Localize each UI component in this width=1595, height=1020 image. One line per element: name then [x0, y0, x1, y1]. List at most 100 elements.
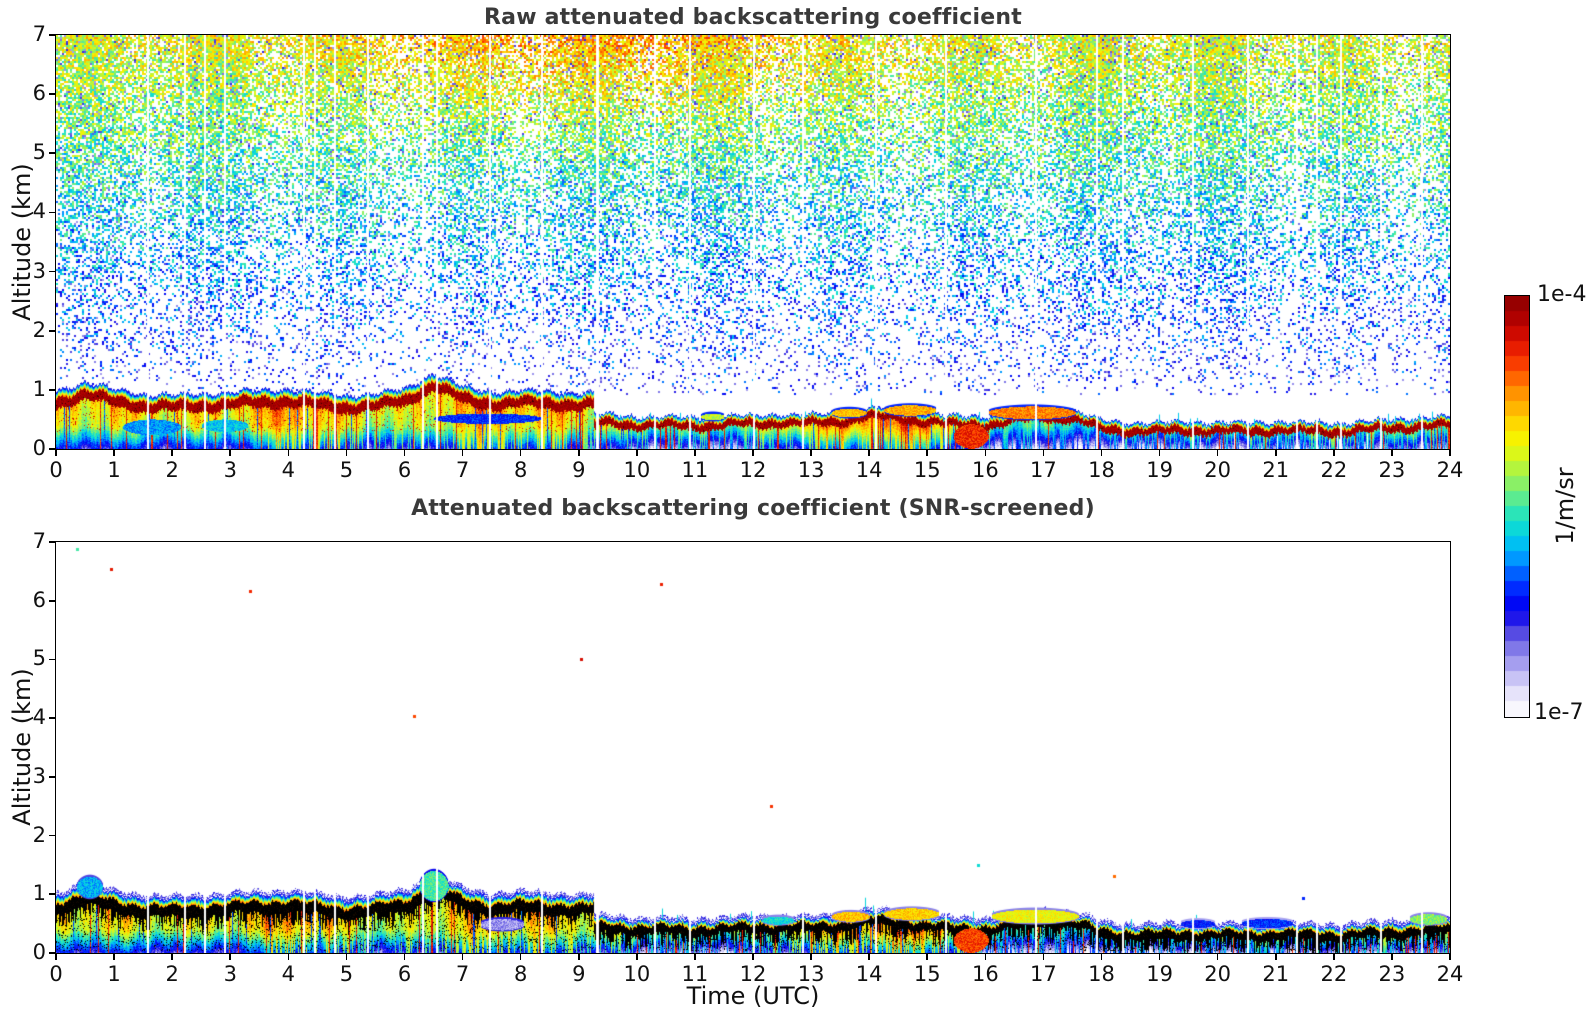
- x-tick-mark: [1274, 954, 1277, 960]
- y-tick-mark: [49, 834, 55, 837]
- x-tick-mark: [1449, 954, 1451, 960]
- x-tick-mark: [345, 954, 348, 960]
- x-tick-mark: [926, 954, 929, 960]
- x-tick-mark: [1042, 954, 1045, 960]
- y-tick-mark: [49, 152, 55, 155]
- y-tick-mark: [49, 541, 55, 543]
- x-tick-mark: [345, 450, 348, 456]
- x-tick-label: 15: [913, 962, 941, 986]
- x-tick-label: 18: [1088, 458, 1115, 482]
- y-tick-label: 5: [32, 140, 46, 165]
- x-tick-label: 18: [1088, 962, 1115, 986]
- x-tick-label: 15: [913, 458, 941, 482]
- x-tick-mark: [1216, 450, 1219, 456]
- y-tick-label: 7: [32, 529, 46, 553]
- x-tick-label: 11: [681, 962, 709, 986]
- x-tick-label: 19: [1146, 962, 1173, 986]
- x-tick-mark: [810, 450, 812, 456]
- y-tick-label: 0: [32, 940, 46, 964]
- x-tick-mark: [1391, 450, 1393, 456]
- raw-heatmap-canvas: [55, 34, 1451, 450]
- x-tick-label: 1: [107, 458, 121, 482]
- x-tick-label: 7: [455, 458, 470, 482]
- x-tick-mark: [1100, 954, 1103, 960]
- x-tick-mark: [113, 954, 115, 960]
- x-tick-label: 3: [223, 962, 237, 986]
- x-tick-mark: [1158, 954, 1161, 960]
- y-tick-label: 6: [32, 587, 46, 612]
- screened-panel-title: Attenuated backscattering coefficient (S…: [411, 496, 1095, 521]
- x-tick-label: 19: [1146, 458, 1173, 482]
- x-tick-mark: [1216, 954, 1219, 960]
- x-tick-label: 8: [513, 962, 528, 986]
- x-tick-label: 17: [1030, 458, 1057, 482]
- x-tick-label: 11: [681, 458, 709, 482]
- x-tick-mark: [1333, 450, 1335, 456]
- y-tick-label: 1: [32, 376, 46, 401]
- x-tick-mark: [461, 954, 464, 960]
- colorbar-gradient: [1505, 296, 1529, 717]
- y-tick-mark: [49, 952, 55, 954]
- y-tick-label: 7: [32, 22, 46, 46]
- y-tick-mark: [49, 599, 55, 602]
- x-tick-label: 23: [1378, 458, 1406, 482]
- x-tick-label: 14: [855, 962, 883, 986]
- y-tick-mark: [49, 34, 55, 36]
- colorbar-max-label: 1e-4: [1537, 282, 1587, 307]
- x-tick-mark: [984, 954, 987, 960]
- x-tick-label: 16: [971, 458, 999, 482]
- x-tick-label: 17: [1030, 962, 1057, 986]
- x-tick-mark: [55, 450, 57, 456]
- x-tick-label: 10: [623, 962, 651, 986]
- x-axis-label: Time (UTC): [686, 982, 820, 1010]
- x-tick-mark: [403, 450, 406, 456]
- y-tick-mark: [49, 389, 55, 391]
- x-tick-label: 22: [1320, 458, 1348, 482]
- y-tick-label: 6: [32, 81, 46, 106]
- x-tick-mark: [461, 450, 464, 456]
- x-tick-mark: [752, 450, 754, 456]
- y-tick-label: 2: [32, 317, 46, 342]
- y-tick-mark: [49, 893, 55, 896]
- x-tick-mark: [229, 450, 232, 456]
- x-tick-label: 9: [572, 458, 586, 482]
- x-tick-label: 10: [623, 458, 651, 482]
- y-tick-label: 1: [32, 881, 46, 906]
- x-tick-mark: [287, 450, 290, 456]
- x-tick-mark: [171, 954, 173, 960]
- x-tick-mark: [694, 954, 696, 960]
- screened-heatmap-canvas: [55, 541, 1451, 954]
- x-tick-label: 8: [513, 458, 528, 482]
- x-tick-label: 0: [49, 962, 63, 986]
- x-tick-mark: [1042, 450, 1045, 456]
- x-tick-mark: [868, 954, 870, 960]
- x-tick-label: 22: [1320, 962, 1348, 986]
- x-tick-mark: [1391, 954, 1393, 960]
- x-tick-mark: [752, 954, 754, 960]
- y-tick-mark: [49, 211, 55, 214]
- x-tick-mark: [868, 450, 870, 456]
- raw-panel-title: Raw attenuated backscattering coefficien…: [484, 5, 1022, 30]
- x-tick-label: 6: [397, 458, 412, 482]
- x-tick-label: 5: [339, 458, 354, 482]
- x-tick-mark: [171, 450, 173, 456]
- x-tick-label: 9: [572, 962, 586, 986]
- x-tick-mark: [636, 450, 638, 456]
- x-tick-mark: [113, 450, 115, 456]
- y-tick-label: 5: [32, 646, 46, 671]
- x-tick-label: 14: [855, 458, 883, 482]
- y-tick-mark: [49, 658, 55, 661]
- x-tick-label: 6: [397, 962, 412, 986]
- x-tick-label: 12: [739, 962, 767, 986]
- x-tick-label: 4: [281, 458, 296, 482]
- x-tick-label: 23: [1378, 962, 1406, 986]
- x-tick-label: 12: [739, 458, 767, 482]
- x-tick-mark: [636, 954, 638, 960]
- x-tick-label: 1: [107, 962, 121, 986]
- x-tick-mark: [984, 450, 987, 456]
- x-tick-mark: [229, 954, 232, 960]
- x-tick-label: 13: [797, 458, 825, 482]
- x-tick-label: 13: [797, 962, 825, 986]
- x-tick-mark: [577, 450, 580, 456]
- x-tick-mark: [577, 954, 580, 960]
